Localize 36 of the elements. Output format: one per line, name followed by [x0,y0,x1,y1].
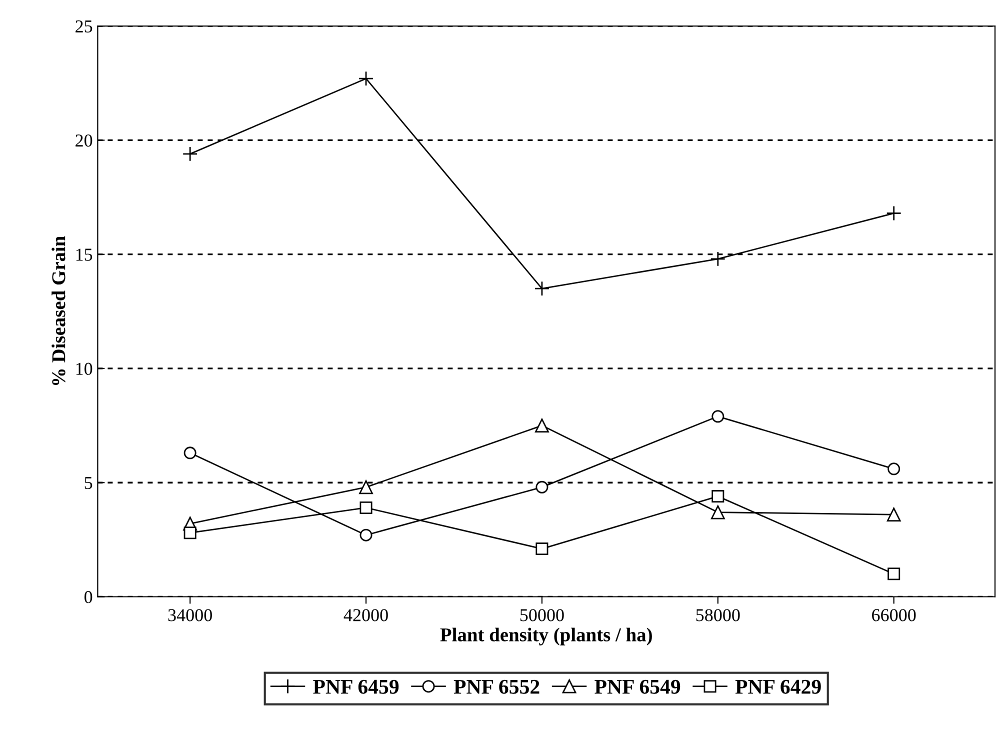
x-tick-label: 42000 [344,609,388,622]
point [535,418,549,432]
x-tick-label: 66000 [872,609,916,622]
point [182,146,198,162]
point [184,446,196,460]
y-tick-label: 20 [76,134,92,147]
x-axis-title: Plant density (plants / ha) [440,628,652,646]
y-axis-title: % Diseased Grain [52,236,66,386]
point [536,542,548,556]
y-tick-label: 0 [84,591,92,604]
legend-label: PNF 6552 [454,680,540,694]
point [358,70,374,86]
point [710,505,725,520]
y-tick-label: 10 [76,362,92,375]
y-tick-label: 5 [84,477,92,490]
point [886,508,901,522]
point [712,490,724,503]
x-tick-label: 50000 [520,609,564,622]
point [360,501,372,514]
point [888,568,900,580]
y-tick-label: 25 [76,20,92,33]
legend-label: PNF 6459 [313,680,399,694]
point [184,526,196,540]
point [886,206,902,221]
legend-label: PNF 6549 [594,680,680,694]
point [710,251,726,267]
point [536,480,548,494]
point [359,480,373,494]
legend-label: PNF 6429 [735,680,821,694]
x-tick-label: 58000 [696,609,740,622]
point [712,410,724,423]
point [888,462,900,476]
y-tick-label: 15 [76,248,92,261]
point [534,280,550,296]
x-tick-label: 34000 [168,609,212,622]
point [360,528,372,542]
